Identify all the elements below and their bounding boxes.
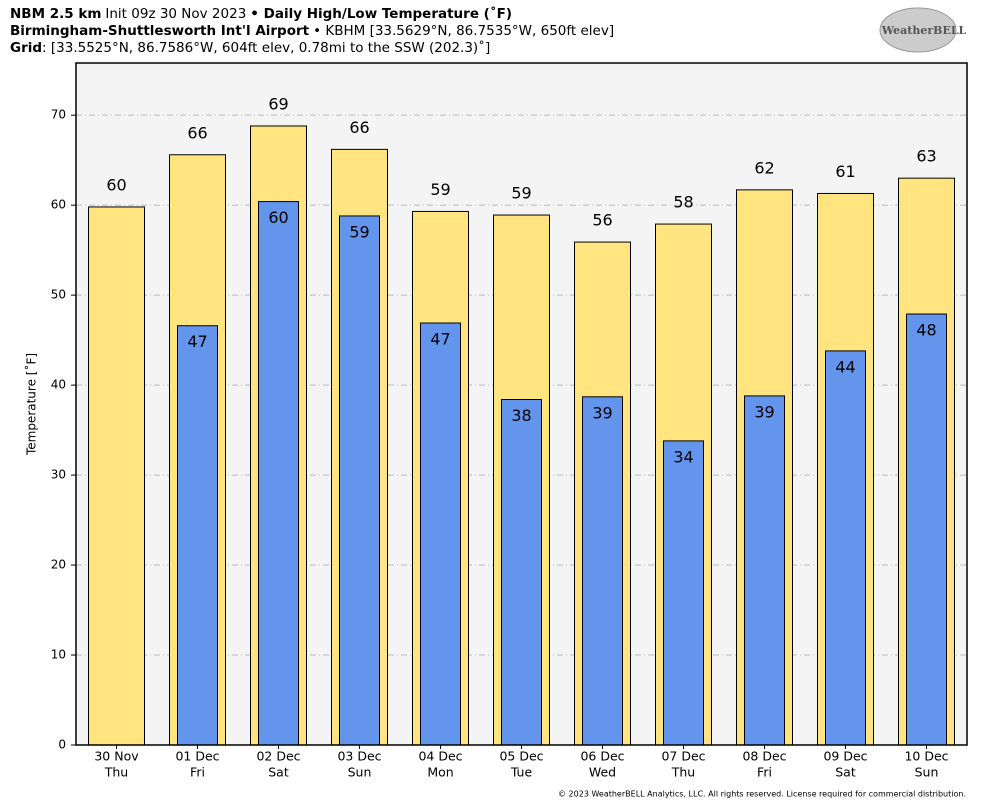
- bar: [582, 396, 623, 746]
- x-tick-label: 02 Dec: [256, 749, 300, 764]
- x-tick-label: Sat: [835, 765, 856, 780]
- header-text: Birmingham-Shuttlesworth Int'l Airport: [10, 23, 310, 39]
- value-label: 66: [187, 123, 207, 142]
- value-label: 61: [835, 162, 855, 181]
- y-tick-label: 50: [51, 288, 66, 302]
- y-tick-label: 30: [51, 468, 66, 482]
- header-text: : [33.5525°N, 86.7586°W, 604ft elev, 0.7…: [42, 40, 491, 56]
- bar: [420, 322, 461, 746]
- value-label: 58: [673, 193, 693, 212]
- header-line: NBM 2.5 km Init 09z 30 Nov 2023 • Daily Hi…: [10, 6, 512, 22]
- x-tick-label: Tue: [510, 765, 533, 780]
- bar: [339, 215, 380, 746]
- value-label: 48: [916, 321, 936, 340]
- header-line: Grid: [33.5525°N, 86.7586°W, 604ft elev,…: [10, 40, 490, 56]
- x-tick-label: 03 Dec: [337, 749, 381, 764]
- x-tick-label: 04 Dec: [418, 749, 462, 764]
- value-label: 59: [511, 184, 531, 203]
- x-tick-label: 05 Dec: [499, 749, 543, 764]
- x-tick-label: Fri: [190, 765, 205, 780]
- header-text: Init 09z 30 Nov 2023: [105, 6, 247, 22]
- bar: [825, 350, 866, 746]
- value-label: 60: [268, 208, 288, 227]
- value-label: 47: [430, 330, 450, 349]
- y-tick-label: 60: [51, 198, 66, 212]
- value-label: 69: [268, 94, 288, 113]
- value-label: 39: [592, 403, 612, 422]
- y-axis-label: Temperature [˚F]: [24, 353, 39, 456]
- bar: [258, 201, 299, 746]
- logo-mark: [879, 7, 957, 53]
- x-tick-label: Thu: [671, 765, 695, 780]
- logo: WeatherBELL: [881, 24, 967, 37]
- value-label: 63: [916, 147, 936, 166]
- y-tick-label: 70: [51, 108, 66, 122]
- header-text: • Daily High/Low Temperature (˚F): [250, 6, 512, 22]
- x-tick-label: Sun: [348, 765, 372, 780]
- x-tick-label: 01 Dec: [175, 749, 219, 764]
- value-label: 34: [673, 447, 693, 466]
- y-tick-label: 20: [51, 558, 66, 572]
- bar: [501, 399, 542, 746]
- value-label: 56: [592, 211, 612, 230]
- value-label: 60: [106, 175, 126, 194]
- y-tick-label: 10: [51, 648, 66, 662]
- y-tick-label: 0: [58, 738, 66, 752]
- x-tick-label: Thu: [104, 765, 128, 780]
- x-tick-label: 08 Dec: [742, 749, 786, 764]
- x-tick-label: 10 Dec: [904, 749, 948, 764]
- x-tick-label: Fri: [757, 765, 772, 780]
- header-text: NBM 2.5 km: [10, 6, 102, 22]
- x-tick-label: 06 Dec: [580, 749, 624, 764]
- bar: [906, 313, 947, 746]
- value-label: 59: [430, 180, 450, 199]
- bar: [177, 325, 218, 746]
- x-tick-label: Wed: [589, 765, 616, 780]
- plot-frame: [75, 62, 968, 746]
- value-label: 44: [835, 357, 855, 376]
- x-tick-label: Mon: [427, 765, 453, 780]
- footer: © 2023 WeatherBELL Analytics, LLC. All r…: [558, 790, 966, 799]
- bar: [744, 395, 785, 746]
- value-label: 59: [349, 222, 369, 241]
- x-tick-label: 30 Nov: [94, 749, 139, 764]
- header-line: Birmingham-Shuttlesworth Int'l Airport • …: [10, 23, 614, 39]
- value-label: 62: [754, 158, 774, 177]
- value-label: 47: [187, 332, 207, 351]
- bar: [663, 440, 704, 746]
- value-label: 66: [349, 118, 369, 137]
- x-tick-label: Sun: [915, 765, 939, 780]
- bar: [88, 206, 145, 746]
- header-text: Grid: [10, 40, 43, 56]
- header-text: • KBHM [33.5629°N, 86.7535°W, 650ft elev…: [313, 23, 615, 39]
- value-label: 39: [754, 402, 774, 421]
- x-tick-label: Sat: [268, 765, 289, 780]
- x-tick-label: 07 Dec: [661, 749, 705, 764]
- y-tick-label: 40: [51, 378, 66, 392]
- value-label: 38: [511, 406, 531, 425]
- x-tick-label: 09 Dec: [823, 749, 867, 764]
